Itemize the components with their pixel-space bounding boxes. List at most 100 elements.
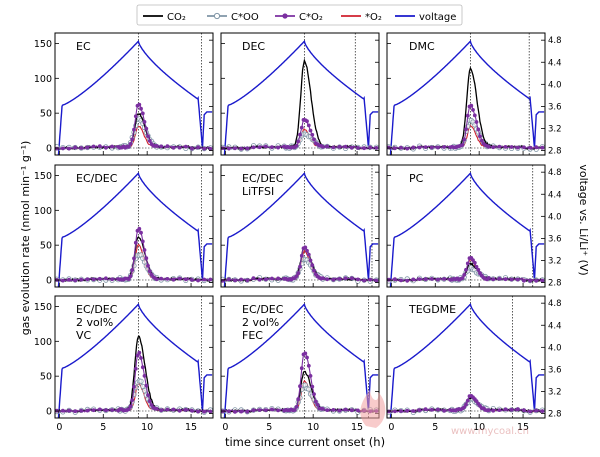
marker-Cstar-O2 (474, 264, 479, 269)
marker-Cstar-O2 (130, 268, 135, 272)
marker-Cstar-O2 (465, 398, 470, 403)
marker-Cstar-O2 (165, 144, 170, 149)
marker-Cstar-O2 (202, 277, 207, 282)
series-CO2 (388, 66, 544, 151)
marker-Cstar-O2 (126, 277, 131, 281)
marker-Cstar-O2 (263, 144, 268, 149)
marker-Cstar-O2 (154, 277, 159, 282)
marker-Cstar-O2 (133, 240, 138, 245)
marker-Cstar-O2 (91, 277, 96, 282)
marker-Cstar-O2 (233, 278, 237, 283)
x-tick-label: 10 (141, 422, 153, 433)
panel-frame (386, 295, 546, 419)
marker-Cstar-O2 (276, 276, 280, 281)
marker-Cstar-O2 (110, 277, 114, 282)
marker-Cstar-O2 (159, 408, 164, 413)
y-left-tick-label: 100 (34, 206, 52, 217)
marker-Cstar-O2 (399, 278, 403, 283)
marker-Cstar-O2 (263, 408, 268, 412)
marker-Cstar-O2 (522, 278, 526, 283)
marker-Cstar-O2 (73, 409, 78, 414)
marker-Cstar-O2 (140, 365, 145, 370)
marker-Cstar-O2 (308, 128, 313, 133)
marker-Cstar-O2 (515, 277, 520, 282)
marker-Cstar-O2 (331, 408, 336, 412)
series-voltage (389, 303, 545, 418)
y-right-tick-label: 4.4 (548, 321, 562, 331)
marker-Cstar-O2 (165, 407, 170, 412)
series-voltage (57, 40, 213, 155)
marker-Cstar-O2 (190, 146, 194, 151)
panel-frame (54, 32, 214, 156)
series-voltage (389, 40, 545, 155)
y-left-tick-label: 50 (40, 372, 52, 383)
y-left-tick-label: 0 (46, 276, 52, 287)
panel-frame (54, 164, 214, 288)
marker-Cstar-O2 (368, 277, 373, 282)
marker-Cstar-O2 (465, 113, 470, 118)
marker-Cstar-O2 (130, 398, 135, 402)
marker-Cstar-O2 (133, 114, 138, 119)
marker-Cstar-O2 (128, 404, 133, 409)
marker-Cstar-O2 (183, 277, 188, 282)
marker-Cstar-O2 (146, 134, 150, 139)
x-tick-label: 0 (222, 422, 228, 433)
y-left-tick-label: 0 (46, 407, 52, 418)
marker-Cstar-O2 (97, 144, 102, 149)
marker-Cstar-O2 (515, 145, 520, 150)
marker-Cstar-O2 (132, 385, 136, 389)
marker-Cstar-O2 (299, 125, 304, 130)
marker-Cstar-O2 (368, 145, 373, 150)
marker-Cstar-O2 (540, 278, 545, 283)
marker-Cstar-O2 (374, 278, 379, 283)
marker-Cstar-O2 (171, 407, 176, 412)
marker-Cstar-O2 (476, 127, 481, 132)
marker-Cstar-O2 (349, 408, 354, 413)
y-left-tick-label: 100 (34, 74, 52, 85)
series-Cstar-O2 (56, 228, 212, 282)
marker-Cstar-O2 (310, 132, 315, 137)
marker-Cstar-O2 (139, 356, 143, 360)
marker-Cstar-O2 (85, 145, 90, 150)
marker-Cstar-O2 (298, 264, 302, 269)
marker-Cstar-O2 (139, 106, 143, 111)
marker-Cstar-O2 (294, 274, 299, 279)
marker-Cstar-O2 (442, 145, 446, 149)
marker-Cstar-O2 (227, 146, 231, 151)
marker-Cstar-O2 (208, 277, 213, 282)
panel-frame (220, 32, 380, 156)
marker-Cstar-O2 (144, 256, 149, 261)
y-axis-right-title: voltage vs. Li/Li⁺ (V) (577, 164, 590, 275)
marker-Cstar-O2 (464, 402, 468, 407)
y-right-tick-label: 4.0 (548, 212, 562, 222)
panel-frame (54, 295, 214, 419)
marker-Cstar-O2 (331, 277, 336, 282)
marker-Cstar-O2 (540, 145, 545, 150)
marker-Cstar-O2 (142, 374, 147, 378)
marker-Cstar-O2 (177, 408, 182, 413)
marker-Cstar-O2 (144, 383, 149, 388)
marker-Cstar-O2 (320, 144, 325, 149)
marker-Cstar-O2 (149, 403, 154, 407)
marker-Cstar-O2 (429, 407, 434, 412)
marker-Cstar-O2 (374, 146, 379, 150)
marker-Cstar-O2 (183, 407, 188, 412)
marker-Cstar-O2 (399, 145, 403, 150)
marker-Cstar-O2 (142, 120, 147, 124)
marker-Cstar-O2 (298, 132, 302, 137)
marker-Cstar-O2 (393, 277, 397, 282)
marker-Cstar-O2 (154, 407, 159, 411)
marker-Cstar-O2 (509, 407, 514, 412)
marker-Cstar-O2 (325, 408, 330, 412)
marker-Cstar-O2 (312, 137, 316, 142)
x-tick-label: 0 (388, 422, 394, 433)
marker-Cstar-O2 (128, 142, 133, 146)
marker-Cstar-O2 (491, 145, 496, 150)
y-right-tick-label: 2.8 (548, 279, 562, 289)
marker-Cstar-O2 (171, 277, 176, 282)
flame-logo-icon (360, 390, 386, 428)
marker-Cstar-O2 (464, 267, 468, 272)
panel-label: TEGDME (408, 303, 456, 316)
marker-Cstar-O2 (239, 409, 244, 414)
marker-Cstar-O2 (208, 146, 213, 151)
